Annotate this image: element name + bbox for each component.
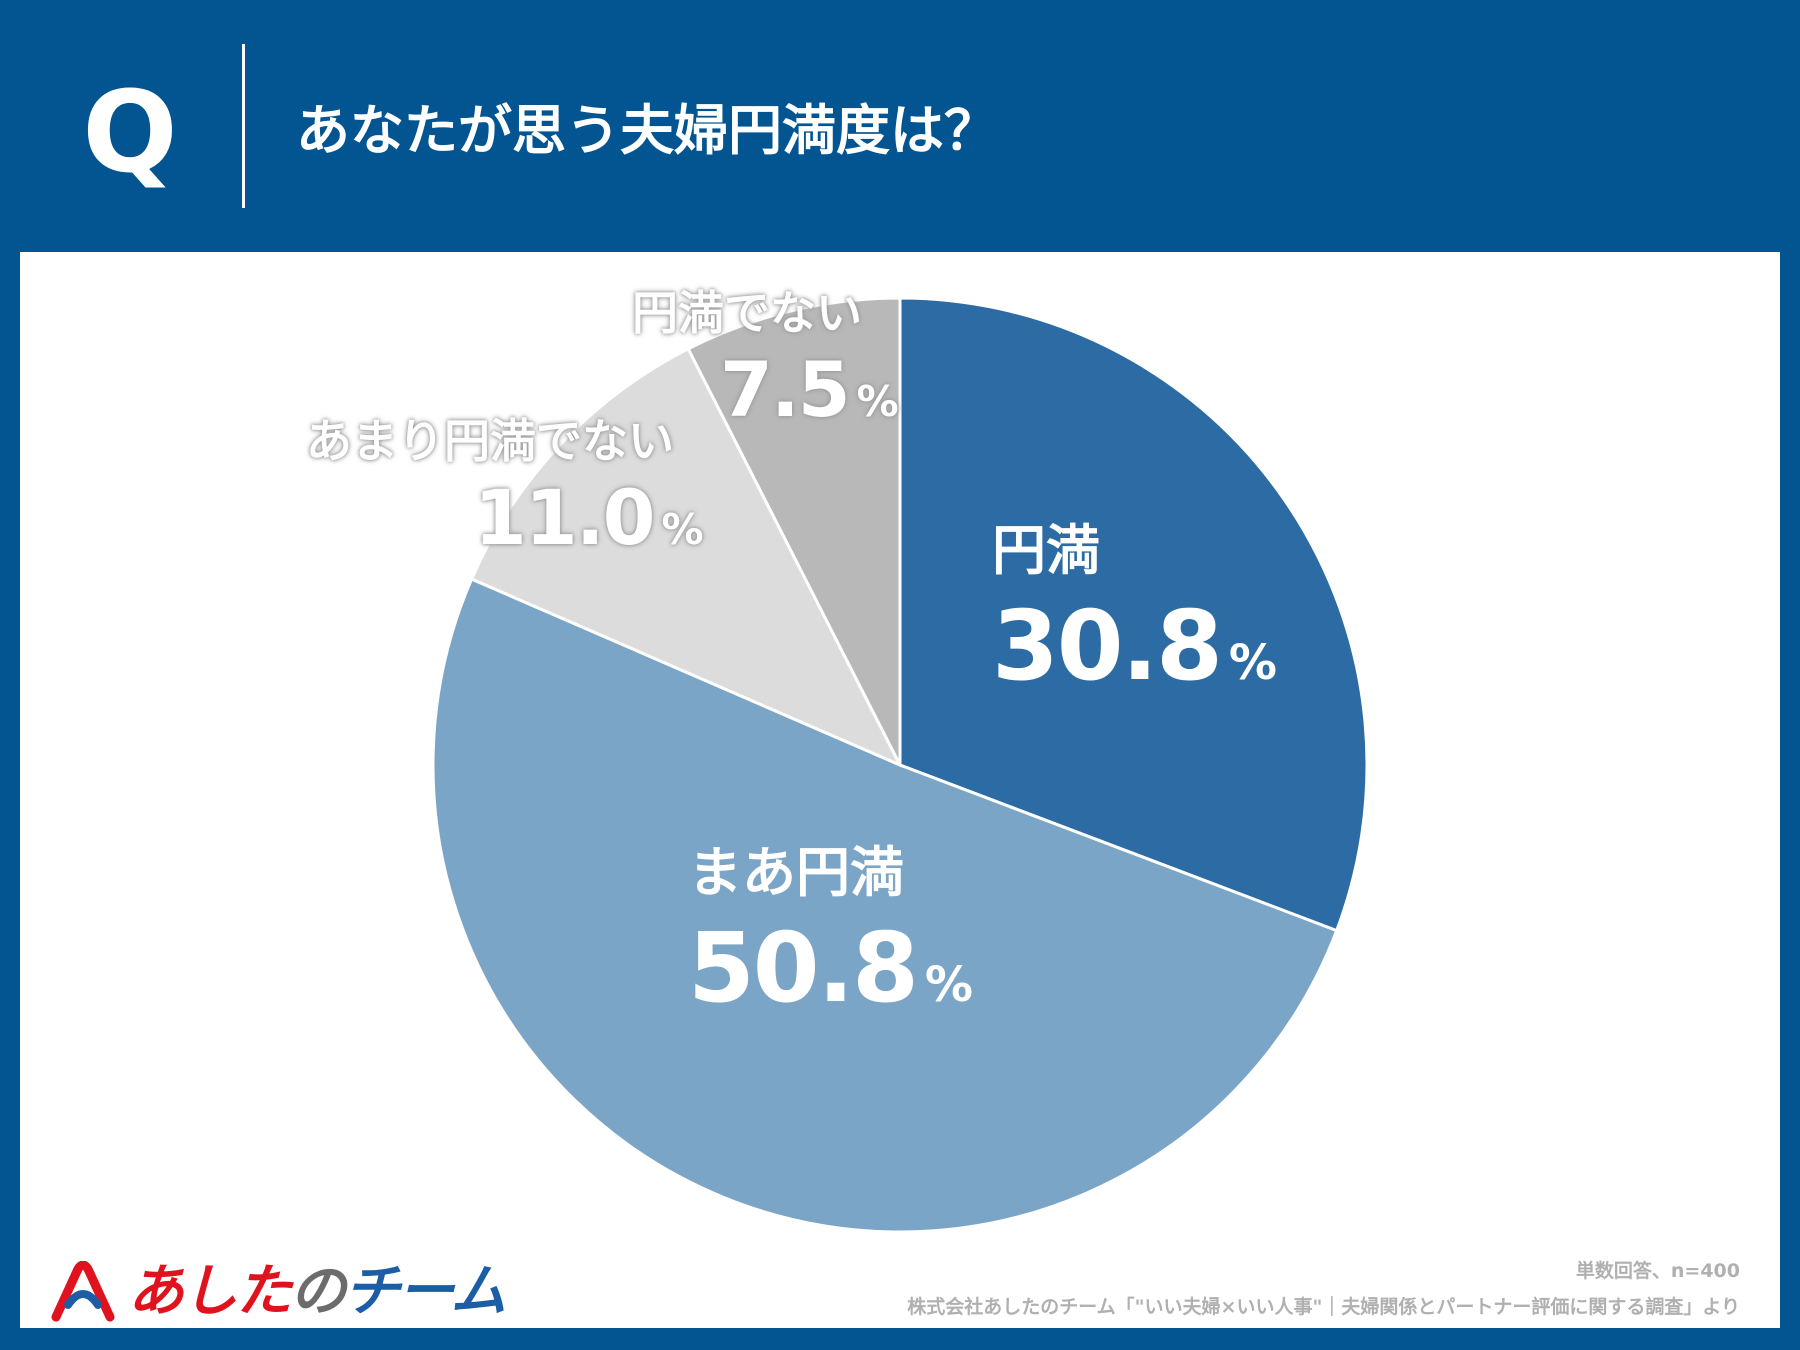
logo-mark-icon: [51, 1261, 115, 1322]
slice-label-amari-enman-denai: あまり円満でない 11.0%: [306, 418, 704, 556]
header: Q あなたが思う夫婦円満度は？: [0, 0, 1800, 250]
company-logo: あしたのチーム: [50, 1252, 506, 1332]
pie-slice-maa-enman: [431, 577, 1339, 1234]
slice-name-enman-denai: 円満でない: [632, 286, 862, 340]
header-divider: [242, 44, 245, 208]
slice-label-enman-denai: 円満でない 7.5%: [632, 290, 899, 428]
pie-slice-amari-enman-denai: [469, 346, 904, 769]
pie-slice-enman: [898, 296, 1369, 933]
slice-unit-amari-enman-denai: %: [661, 505, 704, 554]
slice-name-amari-enman-denai: あまり円満でない: [306, 414, 674, 468]
slice-label-enman: 円満 30.8%: [992, 519, 1277, 695]
slice-unit-enman: %: [1228, 635, 1277, 691]
pie-slice-enman-denai: [686, 296, 902, 766]
logo-part-ashita: あした: [128, 1259, 292, 1324]
logo-part-no: の: [290, 1259, 346, 1324]
response-basis-note: 単数回答、n=400: [1575, 1260, 1740, 1282]
source-note: 株式会社あしたのチーム「"いい夫婦×いい人事"｜夫婦関係とパートナー評価に関する…: [907, 1296, 1740, 1318]
q-badge: Q: [82, 68, 178, 198]
slice-unit-maa-enman: %: [924, 957, 973, 1013]
slice-name-enman: 円満: [992, 519, 1100, 582]
pie-chart: [431, 296, 1369, 1234]
slice-value-enman: 30.8: [992, 590, 1223, 702]
slice-value-maa-enman: 50.8: [688, 912, 919, 1024]
slice-name-maa-enman: まあ円満: [688, 841, 904, 904]
slice-value-enman-denai: 7.5: [720, 345, 851, 434]
slice-unit-enman-denai: %: [856, 377, 899, 426]
slice-label-maa-enman: まあ円満 50.8%: [688, 841, 973, 1017]
question-title: あなたが思う夫婦円満度は？: [296, 99, 998, 162]
logo-wordmark: あしたのチーム: [128, 1264, 506, 1320]
logo-part-team: チーム: [344, 1259, 506, 1324]
slice-value-amari-enman-denai: 11.0: [474, 473, 656, 562]
chart-panel: 円満 30.8% まあ円満 50.8% あまり円満でない 11.0% 円満でない…: [20, 252, 1780, 1328]
